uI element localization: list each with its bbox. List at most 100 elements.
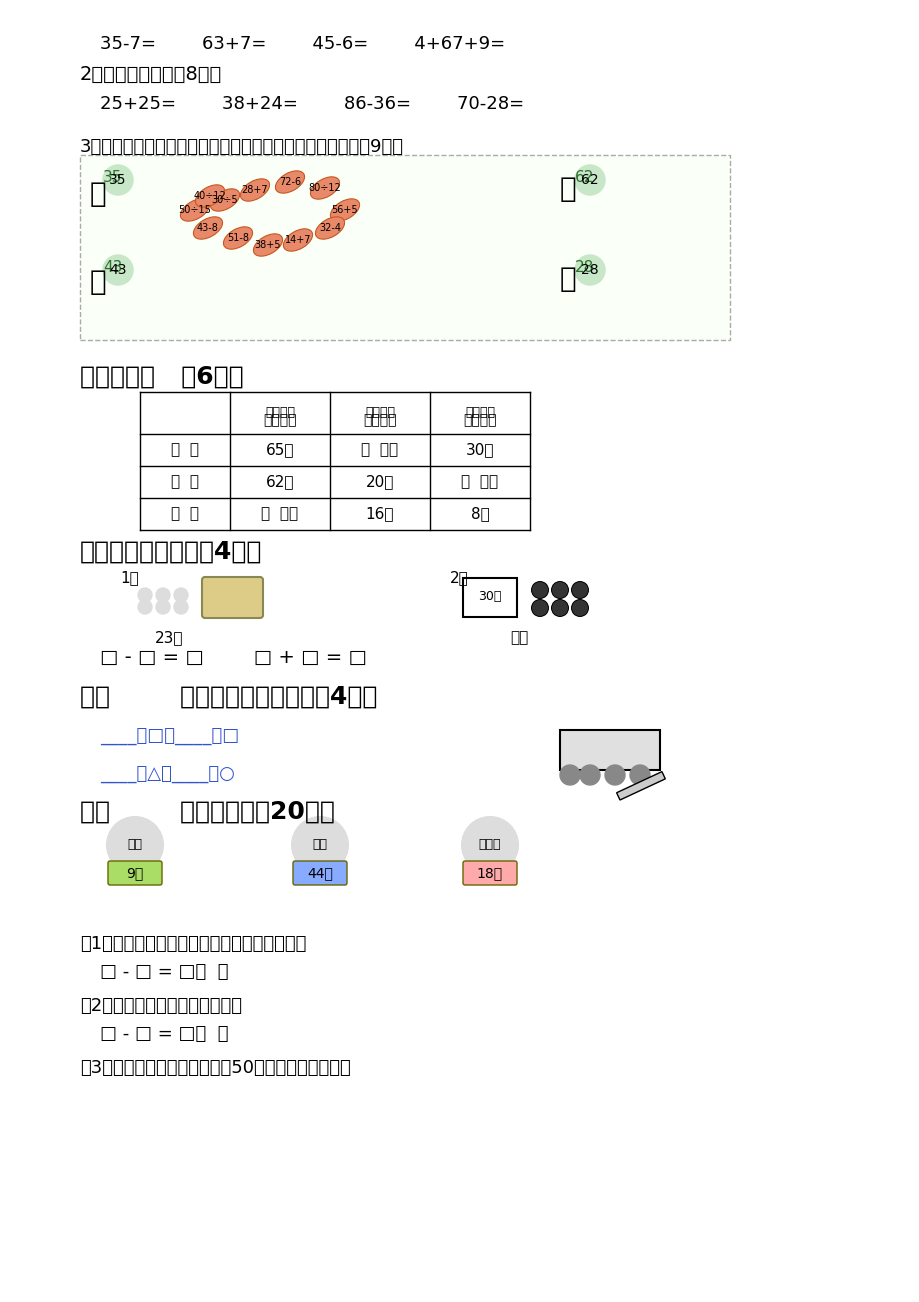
Text: ？个: ？个 [509,630,528,644]
Text: 六、        解决问题。（20分）: 六、 解决问题。（20分） [80,799,335,824]
Text: 五、        数一数，再填空。。（4分）: 五、 数一数，再填空。。（4分） [80,685,377,710]
Text: 三、填表。   （6分）: 三、填表。 （6分） [80,365,244,389]
Text: 50÷15: 50÷15 [178,204,211,215]
FancyBboxPatch shape [202,577,263,618]
Text: （磁带）: （磁带） [463,413,496,427]
Text: （3）、买一个书包付给营业员50元，应找回多少元？: （3）、买一个书包付给营业员50元，应找回多少元？ [80,1059,350,1077]
Text: （  ）枝: （ ）枝 [261,506,299,522]
Text: □ - □ = □（  ）: □ - □ = □（ ） [100,1025,228,1043]
Text: 🐰: 🐰 [560,174,576,203]
Bar [560,730,659,769]
Text: 16本: 16本 [366,506,394,522]
Text: 44元: 44元 [307,866,333,880]
Text: 🐰: 🐰 [560,266,576,293]
Text: 38+5: 38+5 [255,240,281,250]
Ellipse shape [315,217,345,240]
Text: （  ）个: （ ）个 [461,474,498,490]
Text: （磁带）: （磁带） [464,406,494,419]
Circle shape [551,582,567,598]
Text: （铅笔）: （铅笔） [263,413,297,427]
Text: 43: 43 [103,260,122,275]
Circle shape [138,600,152,615]
Text: 62: 62 [574,171,594,185]
Text: 30个: 30个 [478,591,501,604]
Circle shape [571,581,588,599]
Circle shape [156,589,170,602]
Circle shape [574,165,605,195]
Ellipse shape [253,234,282,256]
Text: 四、看图写算式。（4分）: 四、看图写算式。（4分） [80,540,262,564]
Circle shape [156,600,170,615]
Circle shape [571,599,588,617]
Text: 62: 62 [581,173,598,187]
Text: （书本）: （书本） [363,413,396,427]
Circle shape [551,600,567,616]
Text: 25+25=        38+24=        86-36=        70-28=: 25+25= 38+24= 86-36= 70-28= [100,95,524,113]
Circle shape [103,165,133,195]
Circle shape [574,255,605,285]
Circle shape [107,816,163,874]
Text: 28+7: 28+7 [242,185,268,195]
Text: □ - □ = □        □ + □ = □: □ - □ = □ □ + □ = □ [100,648,367,667]
Text: 28: 28 [581,263,598,277]
FancyBboxPatch shape [108,861,162,885]
Circle shape [461,816,517,874]
Text: 30个: 30个 [465,443,494,457]
Text: 56+5: 56+5 [332,204,357,215]
Text: 文具盒: 文具盒 [478,838,501,852]
Circle shape [560,766,579,785]
Circle shape [530,599,549,617]
Text: ____个□，____个□: ____个□，____个□ [100,727,239,745]
Text: 23个: 23个 [154,630,183,644]
Text: 14+7: 14+7 [285,234,311,245]
Text: 9元: 9元 [126,866,143,880]
Text: ____个△，____个○: ____个△，____个○ [100,766,234,783]
Text: 40÷12: 40÷12 [193,191,226,201]
Circle shape [174,600,187,615]
Text: （1）、买一个皮球和一个书包一共要多少元、: （1）、买一个皮球和一个书包一共要多少元、 [80,935,306,953]
Text: 65枝: 65枝 [266,443,294,457]
Circle shape [605,766,624,785]
Circle shape [291,816,347,874]
Circle shape [550,599,568,617]
Text: 还  剩: 还 剩 [171,506,199,522]
Circle shape [530,581,549,599]
Text: 35: 35 [109,173,127,187]
Ellipse shape [330,199,359,221]
Text: 20本: 20本 [366,474,393,490]
Ellipse shape [275,171,304,193]
Text: 80÷12: 80÷12 [308,184,341,193]
Text: 32-4: 32-4 [319,223,341,233]
Text: 72-6: 72-6 [278,177,301,187]
Circle shape [531,600,548,616]
Ellipse shape [223,227,253,249]
Ellipse shape [310,177,339,199]
Bar [616,772,664,799]
Text: 书包: 书包 [312,838,327,852]
Circle shape [572,582,587,598]
Text: 3、哪只小兔拔了哪个萝卜？用线连一连，看谁拔得最多。（9分）: 3、哪只小兔拔了哪个萝卜？用线连一连，看谁拔得最多。（9分） [80,138,403,156]
Text: 18元: 18元 [476,866,503,880]
Text: 皮球: 皮球 [128,838,142,852]
Text: 2、用竖式计算。（8分）: 2、用竖式计算。（8分） [80,65,222,85]
Ellipse shape [193,217,222,240]
Ellipse shape [180,199,210,221]
Ellipse shape [240,178,269,202]
FancyBboxPatch shape [462,861,516,885]
Circle shape [138,589,152,602]
Text: （2）、书包比文具盒贵多少元？: （2）、书包比文具盒贵多少元？ [80,997,242,1016]
Text: 28: 28 [574,260,594,275]
Text: 🐰: 🐰 [90,180,107,208]
Text: （铅笔）: （铅笔） [265,406,295,419]
Circle shape [531,582,548,598]
Text: 62枝: 62枝 [266,474,294,490]
Text: 卖  出: 卖 出 [171,474,199,490]
Text: 35-7=        63+7=        45-6=        4+67+9=: 35-7= 63+7= 45-6= 4+67+9= [100,35,505,53]
Ellipse shape [195,185,224,207]
Text: 8个: 8个 [471,506,489,522]
Text: （  ）本: （ ）本 [361,443,398,457]
Text: 1、: 1、 [119,570,139,585]
Circle shape [579,766,599,785]
Text: 2、: 2、 [449,570,469,585]
Bar [80,155,729,340]
